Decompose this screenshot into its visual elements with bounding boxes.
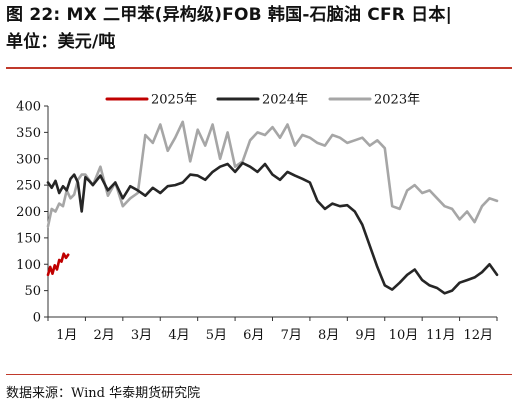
title-divider <box>6 67 512 69</box>
legend-label-2025年: 2025年 <box>151 93 197 108</box>
series-line-2024年 <box>46 161 499 295</box>
x-tick-label: 5月 <box>206 328 227 343</box>
x-tick-label: 7月 <box>281 328 302 343</box>
x-tick-label: 9月 <box>355 328 376 343</box>
y-tick-label: 100 <box>16 258 41 273</box>
y-tick-label: 350 <box>16 126 41 141</box>
source-divider <box>6 374 512 375</box>
legend-label-2023年: 2023年 <box>374 93 420 108</box>
x-tick-label: 8月 <box>318 328 339 343</box>
x-tick-label: 12月 <box>464 328 494 343</box>
source-note: 数据来源：Wind 华泰期货研究院 <box>6 386 201 401</box>
legend-label-2024年: 2024年 <box>262 93 308 108</box>
series-line-2025年 <box>46 252 70 277</box>
x-tick-label: 2月 <box>93 328 114 343</box>
y-tick-label: 0 <box>33 311 41 326</box>
y-tick-label: 250 <box>16 179 41 194</box>
figure-title-line2: 单位：美元/吨 <box>6 32 116 52</box>
y-tick-label: 150 <box>16 231 41 246</box>
chart-axes: 0 50 100 150 200 250 300 350 400 1月 2月 3月 4月 5月 6月 7月 8月… <box>16 100 498 343</box>
chart-legend: 2025年 2024年 2023年 <box>105 93 420 108</box>
chart-series <box>46 120 499 295</box>
x-tick-label: 1月 <box>56 328 77 343</box>
y-tick-label: 300 <box>16 152 41 167</box>
figure-title-line1: 图 22: MX 二甲苯(异构级)FOB 韩国-石脑油 CFR 日本| <box>6 5 452 25</box>
y-tick-label: 400 <box>16 100 41 115</box>
x-tick-label: 6月 <box>243 328 264 343</box>
figure-title: 图 22: MX 二甲苯(异构级)FOB 韩国-石脑油 CFR 日本| 单位：美… <box>6 2 516 56</box>
x-tick-label: 11月 <box>426 328 456 343</box>
x-tick-label: 10月 <box>389 328 419 343</box>
x-tick-label: 3月 <box>131 328 152 343</box>
y-tick-label: 200 <box>16 205 41 220</box>
x-tick-label: 4月 <box>168 328 189 343</box>
y-tick-label: 50 <box>24 284 41 299</box>
